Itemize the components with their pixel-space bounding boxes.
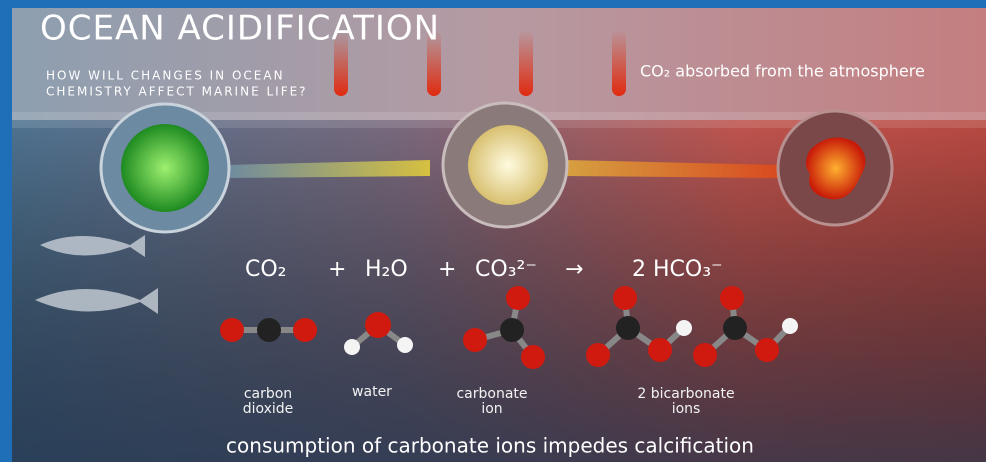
oxygen	[648, 338, 672, 362]
oxygen	[463, 328, 487, 352]
carbon	[616, 316, 640, 340]
caption: consumption of carbonate ions impedes ca…	[226, 434, 754, 458]
oxygen	[755, 338, 779, 362]
hydrogen	[397, 337, 413, 353]
healthy-shell	[121, 124, 209, 212]
title: OCEAN ACIDIFICATION	[40, 9, 440, 49]
subtitle-line: CHEMISTRY AFFECT MARINE LIFE?	[46, 85, 308, 99]
carbon	[723, 316, 747, 340]
page: OCEAN ACIDIFICATION HOW WILL CHANGES IN …	[0, 0, 986, 462]
molecule-label: dioxide	[243, 401, 294, 417]
carbon-dioxide	[220, 318, 317, 342]
equation-term: +	[438, 257, 456, 282]
weakening-shell	[468, 125, 548, 205]
oxygen	[506, 286, 530, 310]
oxygen	[586, 343, 610, 367]
drip	[612, 30, 626, 96]
oxygen	[693, 343, 717, 367]
equation-term: CO₃²⁻	[475, 257, 537, 282]
carbon	[257, 318, 281, 342]
oxygen	[521, 345, 545, 369]
molecule-label: carbon	[244, 386, 292, 402]
oxygen	[720, 286, 744, 310]
equation-term: →	[565, 257, 583, 282]
subtitle-line: HOW WILL CHANGES IN OCEAN	[46, 69, 285, 83]
equation-term: CO₂	[245, 257, 287, 282]
equation-term: H₂O	[365, 257, 408, 282]
molecule-label: 2 bicarbonate	[637, 386, 734, 402]
hydrogen	[676, 320, 692, 336]
drip	[519, 30, 533, 96]
oxygen	[613, 286, 637, 310]
molecule-label: ion	[481, 401, 502, 417]
oxygen	[293, 318, 317, 342]
annotation: CO₂ absorbed from the atmosphere	[640, 62, 925, 81]
hydrogen	[344, 339, 360, 355]
molecule-label: water	[352, 384, 392, 400]
equation-term: +	[328, 257, 346, 282]
oxygen	[365, 312, 391, 338]
equation-term: 2 HCO₃⁻	[632, 257, 723, 282]
slide: OCEAN ACIDIFICATION HOW WILL CHANGES IN …	[0, 0, 986, 462]
oxygen	[220, 318, 244, 342]
hydrogen	[782, 318, 798, 334]
molecule-label: ions	[672, 401, 701, 417]
carbon	[500, 318, 524, 342]
molecule-label: carbonate	[456, 386, 527, 402]
